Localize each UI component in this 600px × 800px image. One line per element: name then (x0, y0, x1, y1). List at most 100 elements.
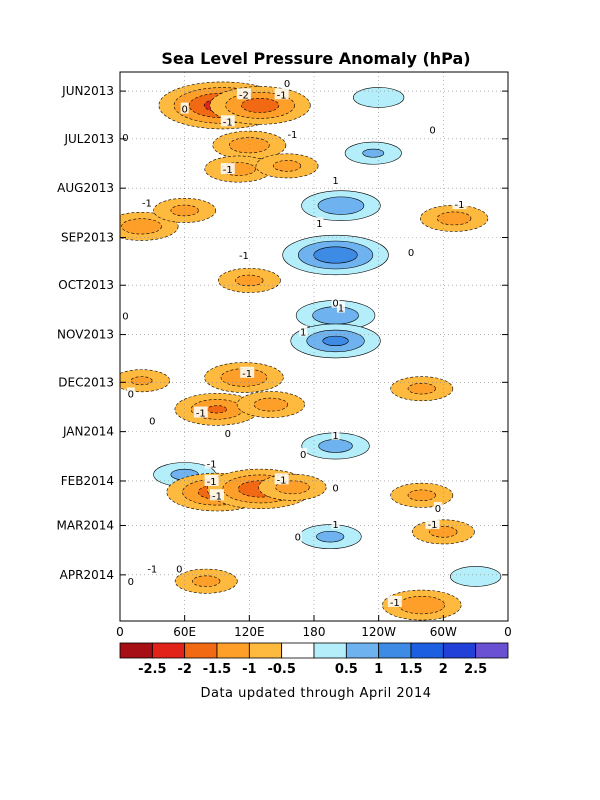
x-tick-label: 60E (173, 625, 196, 639)
contour-label: -1 (196, 409, 206, 420)
colorbar-tick-label: -1.5 (203, 662, 231, 677)
anomaly-cell (344, 141, 402, 165)
colorbar-tick-label: 1.5 (399, 662, 422, 677)
contour-label: -1 (239, 251, 249, 262)
contour-label: 0 (295, 533, 301, 544)
colorbar-tick-label: -0.5 (267, 662, 295, 677)
colorbar-tick-label: 2 (439, 662, 448, 677)
contour-label: -2 (239, 90, 249, 101)
anomaly-cell (174, 568, 238, 594)
y-tick-label: MAR2014 (57, 519, 114, 533)
y-tick-label: NOV2013 (57, 328, 114, 342)
anomaly-cell (295, 300, 376, 331)
contour-label: -1 (428, 520, 438, 531)
contour-label: 0 (128, 577, 134, 588)
colorbar-tick-label: 1 (374, 662, 383, 677)
contour-label: -1 (242, 369, 252, 380)
y-tick-label: OCT2013 (58, 278, 114, 292)
contour-label: 0 (225, 429, 231, 440)
contour-label: -1 (207, 477, 217, 488)
x-axis: 0 60E 120E 180 120W 60W 0 (116, 615, 512, 639)
anomaly-cell (301, 432, 370, 460)
contour-label: -1 (147, 564, 157, 575)
colorbar-swatch (345, 642, 380, 659)
anomaly-cell (120, 369, 171, 393)
chart-title: Sea Level Pressure Anomaly (hPa) (161, 49, 470, 68)
contour-label: 1 (332, 431, 338, 442)
colorbar-swatch (119, 642, 153, 659)
contour-label: -1 (212, 491, 222, 502)
anomaly-cell (390, 482, 454, 508)
contour-label: 0 (284, 79, 290, 90)
anomaly-cell (282, 234, 389, 276)
contour-label: 0 (300, 450, 306, 461)
anomaly-cell (258, 473, 327, 501)
contour-label: 1 (332, 176, 338, 187)
contour-label: -1 (277, 90, 287, 101)
data-update-note: Data updated through April 2014 (200, 686, 431, 701)
contour-label: 0 (176, 564, 182, 575)
contour-label: 0 (332, 483, 338, 494)
colorbar-tick-label: -1 (242, 662, 256, 677)
colorbar-tick-label: 0.5 (335, 662, 358, 677)
y-tick-label: FEB2014 (61, 474, 114, 488)
y-tick-label: AUG2013 (57, 181, 114, 195)
contour-label: 0 (332, 299, 338, 310)
y-tick-label: JAN2014 (62, 425, 114, 439)
colorbar-swatch (184, 642, 218, 659)
contour-label: -1 (455, 200, 465, 211)
x-tick-label: 120E (234, 625, 265, 639)
contour-label: 0 (181, 105, 187, 116)
anomaly-cell (420, 204, 489, 232)
colorbar-tick-label: 2.5 (464, 662, 487, 677)
contour-label: -1 (223, 117, 233, 128)
colorbar-swatch (151, 642, 186, 659)
contour-label: 0 (128, 389, 134, 400)
contour-label: 0 (408, 248, 414, 259)
y-tick-label: DEC2013 (58, 375, 114, 389)
contour-label: -1 (223, 165, 233, 176)
colorbar: -2.5 -2 -1.5 -1 -0.5 0.5 1 1.5 2 2.5 (119, 642, 509, 677)
y-axis: JUN2013 JUL2013 AUG2013 SEP2013 OCT2013 NOV20… (57, 84, 508, 582)
anomaly-cell (153, 198, 217, 223)
anomaly-cell (382, 589, 462, 621)
contour-label: 0 (435, 504, 441, 515)
anomaly-cell (212, 130, 287, 160)
contour-label: 1 (332, 520, 338, 531)
contour-label: -1 (277, 475, 287, 486)
y-tick-label: APR2014 (60, 568, 114, 582)
anomaly-cell (290, 323, 381, 359)
x-tick-label: 120W (361, 625, 396, 639)
contour-label: -1 (142, 198, 152, 209)
colorbar-swatch (475, 642, 509, 659)
contour-label: 0 (122, 311, 128, 322)
colorbar-swatch (248, 642, 283, 659)
contour-label: -1 (207, 459, 217, 470)
anomaly-cell (298, 524, 362, 550)
contour-label: 0 (149, 416, 155, 427)
x-tick-label: 180 (303, 625, 326, 639)
colorbar-swatch (410, 642, 444, 659)
contour-label: 1 (338, 304, 344, 315)
colorbar-swatch (216, 642, 250, 659)
x-tick-label: 0 (504, 625, 512, 639)
contour-label: 1 (316, 219, 322, 230)
anomaly-cell (236, 391, 305, 418)
anomaly-cell (353, 87, 405, 108)
y-tick-label: JUL2013 (63, 132, 114, 146)
contour-labels: -2 -1 -1 -1 -1 1 -1 1 -1 -1 1 1 -1 -1 1 -1 -1 -1 -1 1 -1 -1 -1… (121, 77, 467, 609)
x-tick-label: 0 (116, 625, 124, 639)
contour-label: 0 (429, 125, 435, 136)
colorbar-swatch (378, 642, 412, 659)
y-tick-label: SEP2013 (61, 230, 114, 244)
contour-label: 1 (300, 327, 306, 338)
colorbar-swatch (281, 642, 315, 659)
anomaly-cell (301, 190, 381, 221)
anomaly-cell (390, 376, 454, 402)
x-tick-label: 60W (430, 625, 457, 639)
y-tick-label: JUN2013 (61, 84, 114, 98)
anomaly-cell (255, 153, 319, 179)
colorbar-tick-label: -2 (177, 662, 191, 677)
anomaly-field (120, 72, 508, 621)
